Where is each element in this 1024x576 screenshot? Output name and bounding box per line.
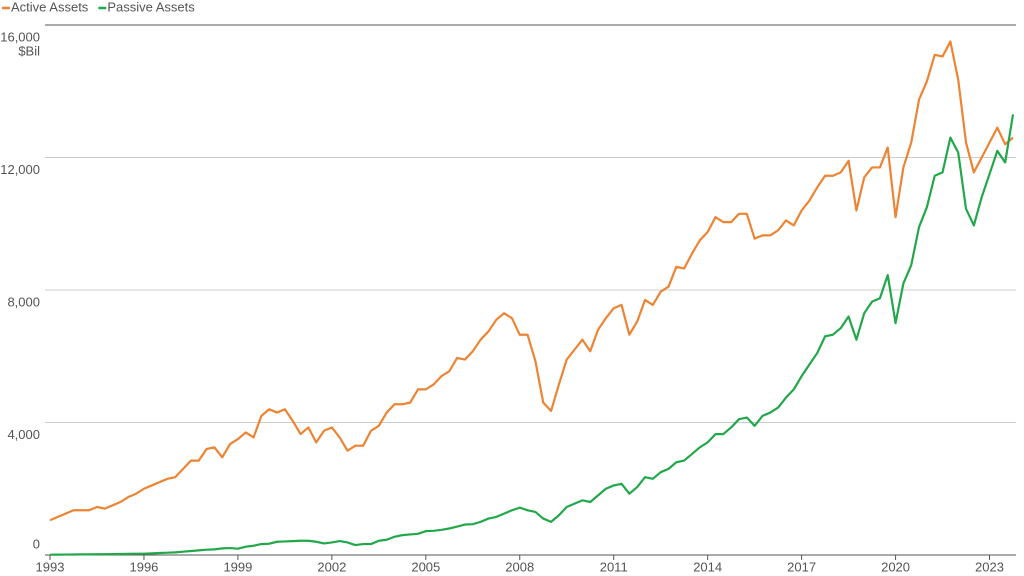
series-line bbox=[49, 40, 1014, 522]
y-tick-label: 4,000 bbox=[7, 427, 40, 442]
x-tick-label: 2008 bbox=[505, 559, 534, 574]
y-axis-label: $Bil bbox=[18, 43, 40, 58]
x-tick-label: 2017 bbox=[787, 559, 816, 574]
y-tick-label: 16,000 bbox=[0, 29, 40, 44]
y-tick-label: 0 bbox=[33, 536, 40, 551]
y-tick-label: 8,000 bbox=[7, 294, 40, 309]
legend-label: Active Assets bbox=[11, 0, 89, 14]
x-tick-label: 2014 bbox=[693, 559, 722, 574]
legend-label: Passive Assets bbox=[107, 0, 195, 14]
x-tick-label: 2023 bbox=[975, 559, 1004, 574]
x-tick-label: 2002 bbox=[317, 559, 346, 574]
series-line bbox=[49, 114, 1015, 556]
y-tick-label: 12,000 bbox=[0, 162, 40, 177]
x-tick-label: 1993 bbox=[36, 559, 65, 574]
x-tick-label: 2005 bbox=[411, 559, 440, 574]
x-tick-label: 2011 bbox=[600, 559, 628, 574]
x-tick-label: 2020 bbox=[881, 559, 910, 574]
x-tick-label: 1999 bbox=[223, 559, 252, 574]
x-tick-label: 1996 bbox=[129, 559, 158, 574]
